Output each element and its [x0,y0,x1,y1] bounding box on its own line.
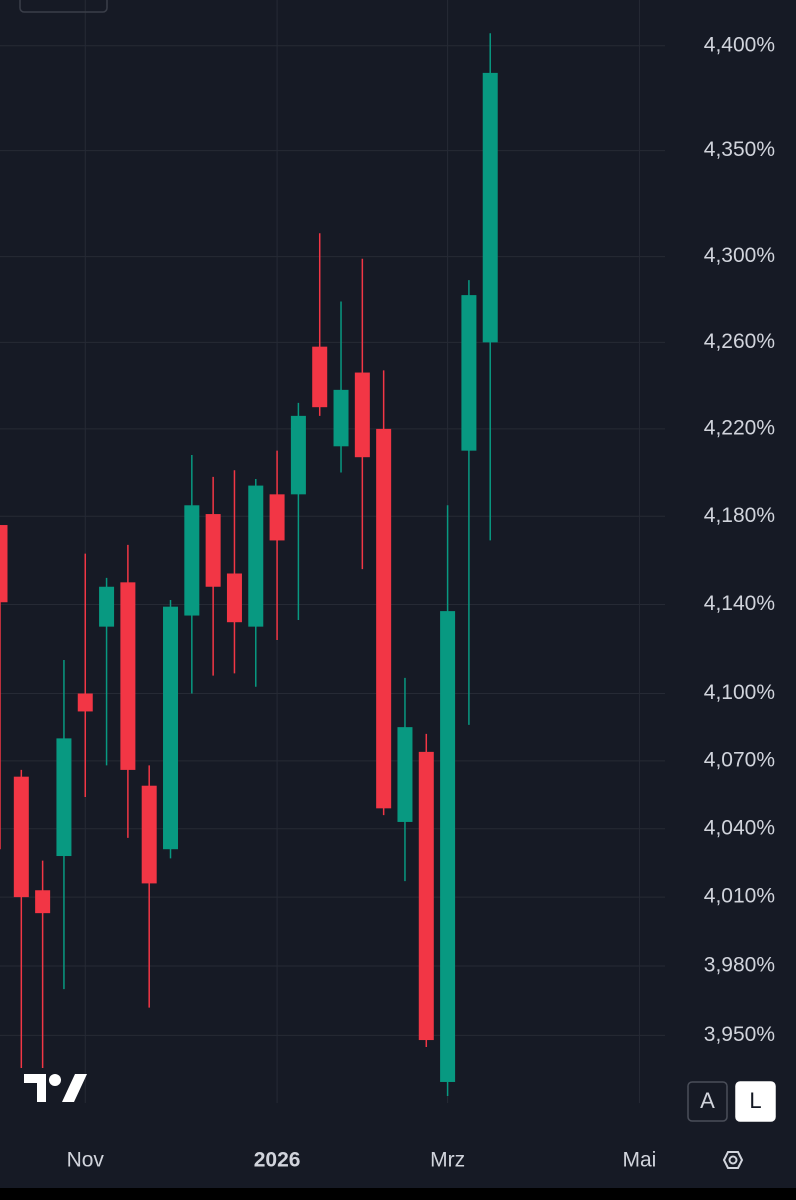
candle-body [141,785,157,884]
bottom-strip [0,1188,796,1200]
x-tick-label: Nov [67,1149,105,1172]
candle-body [120,582,136,770]
candle-body [376,428,392,809]
candle-body [333,389,349,447]
candle-body [312,346,328,408]
grid [0,0,665,1103]
y-tick-label: 4,350% [704,138,775,161]
candle-body [0,525,8,603]
candle-body [35,890,51,914]
candle-body [418,751,434,1041]
axes: 4,400% 4,350% 4,300% 4,260% 4,220% 4,180% 4,14… [67,33,775,1171]
candle-body [354,372,370,458]
scale-button[interactable] [735,1081,776,1122]
candle-body [290,415,306,495]
candle-body [397,727,413,822]
y-tick-label: 4,220% [704,416,775,439]
x-tick-label: Mai [623,1149,657,1172]
hexagon-icon[interactable] [722,1151,744,1169]
candle-body [56,738,72,857]
top-box [19,0,108,13]
candle-body [440,611,456,1082]
candle-body [226,573,242,623]
scale-button-label[interactable]: L [749,1088,761,1113]
candle-body [13,776,29,898]
candle-body [77,693,93,712]
y-tick-label: 4,300% [704,244,775,267]
candle-body [163,606,179,850]
x-tick-label: 2026 [254,1149,301,1172]
y-tick-label: 3,950% [704,1023,775,1046]
y-tick-label: 4,040% [704,816,775,839]
candle-body [205,514,221,587]
candles [0,33,498,1096]
candle-body [99,586,115,627]
candle-body [248,485,264,627]
candle-body [184,505,200,616]
y-tick-label: 4,140% [704,592,775,615]
candle-body [269,494,285,541]
y-tick-label: 4,260% [704,330,775,353]
x-tick-label: Mrz [430,1149,465,1172]
y-tick-label: 4,400% [704,33,775,56]
scale-button-label[interactable]: A [700,1088,715,1113]
logo [24,1074,87,1102]
scale-button[interactable] [687,1081,728,1122]
y-tick-label: 4,010% [704,885,775,908]
y-tick-label: 4,100% [704,681,775,704]
y-tick-label: 4,070% [704,748,775,771]
y-tick-label: 3,980% [704,954,775,977]
y-tick-label: 4,180% [704,504,775,527]
candle-body [482,72,498,343]
candle-body [461,295,477,451]
